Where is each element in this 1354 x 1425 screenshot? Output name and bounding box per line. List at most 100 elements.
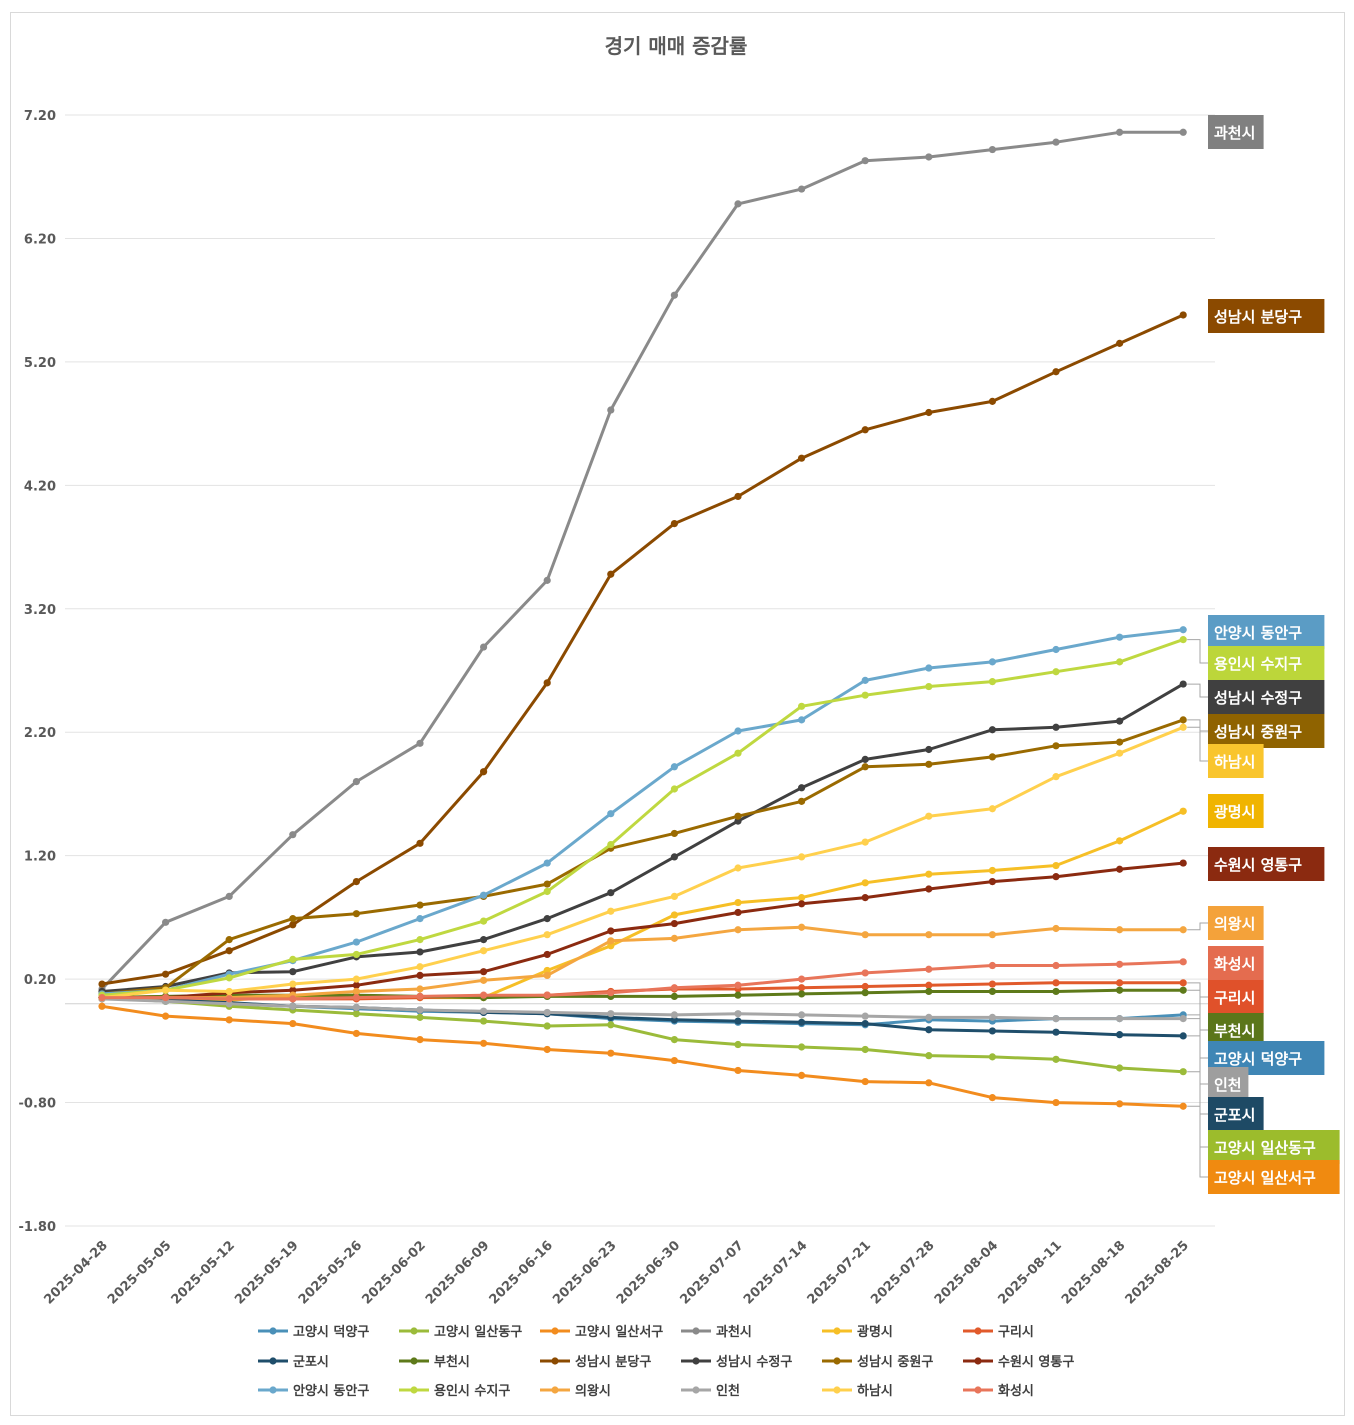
data-point — [861, 755, 869, 763]
data-point — [289, 986, 297, 994]
legend-item[interactable]: 수원시 영통구 — [963, 1355, 1074, 1370]
data-point — [1179, 128, 1187, 136]
legend-item[interactable]: 고양시 일산서구 — [540, 1324, 663, 1340]
legend-item[interactable]: 인천 — [681, 1383, 740, 1399]
legend-item[interactable]: 의왕시 — [540, 1383, 611, 1399]
series-17 — [98, 958, 1187, 1003]
data-point — [1179, 1102, 1187, 1110]
data-point — [416, 936, 424, 944]
callout-label: 과천시 — [1214, 124, 1255, 142]
callout-1: 성남시 분당구 — [1208, 299, 1325, 333]
series-9 — [98, 680, 1187, 996]
data-point — [1179, 636, 1187, 644]
data-point — [1052, 873, 1060, 881]
data-point — [798, 853, 806, 861]
x-tick-label: 2025-08-04 — [932, 1238, 1001, 1307]
callout-box — [1208, 1130, 1340, 1164]
legend-item[interactable]: 구리시 — [963, 1324, 1034, 1340]
data-point — [543, 991, 551, 999]
x-tick-label: 2025-08-11 — [995, 1238, 1064, 1307]
series-3 — [98, 128, 1187, 993]
data-point — [480, 968, 488, 976]
series-4 — [98, 807, 1187, 1004]
data-point — [352, 778, 360, 786]
data-point — [925, 760, 933, 768]
callout-13: 고양시 덕양구 — [1208, 1041, 1325, 1075]
data-point — [670, 1035, 679, 1044]
data-point — [988, 931, 997, 939]
data-point — [861, 969, 869, 977]
series-line — [100, 682, 1185, 993]
data-point — [988, 1053, 997, 1061]
y-tick-label: -1.80 — [19, 1220, 56, 1235]
legend-item[interactable]: 용인시 수지구 — [399, 1383, 510, 1399]
legend-item[interactable]: 성남시 수정구 — [681, 1354, 792, 1370]
legend-item[interactable]: 과천시 — [681, 1325, 752, 1340]
series-16 — [98, 723, 1187, 1002]
data-point — [734, 200, 742, 208]
legend-item[interactable]: 부천시 — [399, 1355, 470, 1370]
legend-item[interactable]: 하남시 — [822, 1383, 893, 1399]
series-13 — [98, 636, 1187, 999]
series-line — [100, 725, 1185, 1000]
legend-item[interactable]: 안양시 동안구 — [258, 1383, 369, 1399]
data-point — [925, 1079, 933, 1087]
callout-box — [1208, 680, 1325, 714]
legend-item[interactable]: 광명시 — [822, 1324, 893, 1340]
data-point — [1052, 924, 1060, 933]
chart-frame — [10, 12, 1345, 1416]
data-point — [289, 921, 297, 929]
data-point — [988, 1094, 997, 1102]
legend-item[interactable]: 성남시 분당구 — [540, 1354, 651, 1370]
legend-label: 성남시 수정구 — [716, 1354, 792, 1370]
callout-label: 고양시 일산서구 — [1214, 1169, 1316, 1187]
data-point — [861, 931, 869, 939]
data-point — [988, 805, 997, 813]
data-point — [1179, 1015, 1187, 1023]
data-point — [352, 975, 360, 983]
series-line — [100, 718, 1185, 996]
data-point — [1052, 979, 1060, 987]
data-point — [1179, 716, 1187, 724]
legend-marker — [833, 1357, 841, 1365]
grid-lines — [65, 114, 1215, 1227]
legend-marker — [974, 1327, 982, 1335]
data-point — [861, 894, 869, 902]
data-point — [607, 989, 615, 997]
legend-item[interactable]: 고양시 일산동구 — [399, 1324, 522, 1340]
callout-box — [1208, 744, 1264, 778]
data-point — [1116, 1100, 1124, 1108]
data-point — [352, 950, 360, 959]
legend-item[interactable]: 성남시 중원구 — [822, 1354, 933, 1370]
data-point — [543, 966, 551, 975]
series-line — [100, 996, 1185, 1074]
data-point — [98, 994, 106, 1002]
callout-label: 안양시 동안구 — [1214, 624, 1302, 642]
legend-item[interactable]: 고양시 덕양구 — [258, 1324, 369, 1340]
data-point — [925, 1052, 933, 1060]
data-point — [607, 810, 615, 818]
data-point — [289, 995, 297, 1003]
data-point — [798, 185, 806, 193]
data-point — [416, 1013, 424, 1021]
callout-label: 고양시 일산동구 — [1214, 1139, 1316, 1157]
legend-label: 과천시 — [716, 1325, 752, 1340]
data-point — [352, 910, 360, 918]
legend-item[interactable]: 군포시 — [258, 1355, 329, 1370]
data-point — [416, 948, 424, 956]
data-point — [798, 923, 806, 931]
data-point — [925, 885, 933, 893]
data-point — [289, 968, 297, 976]
data-point — [480, 976, 488, 984]
legend-label: 부천시 — [434, 1355, 470, 1370]
data-point — [1052, 1055, 1060, 1063]
data-point — [861, 676, 869, 684]
data-point — [416, 739, 424, 747]
data-point — [1116, 1064, 1124, 1072]
data-point — [162, 1012, 170, 1020]
data-point — [162, 970, 170, 978]
legend-item[interactable]: 화성시 — [963, 1383, 1034, 1399]
data-point — [1179, 626, 1187, 634]
data-point — [670, 1016, 679, 1024]
